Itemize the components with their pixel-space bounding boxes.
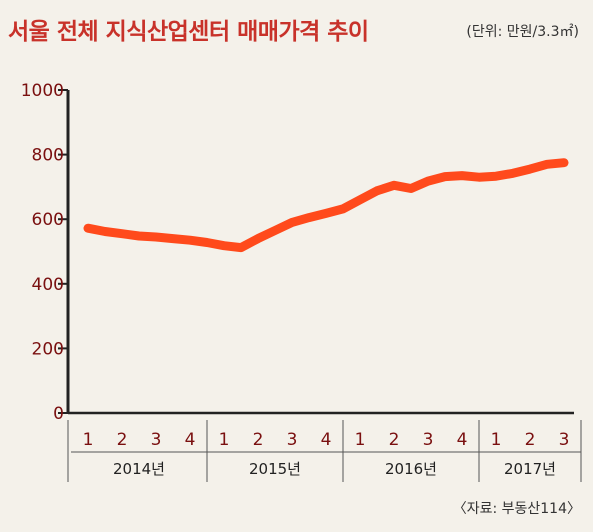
x-tick-label: 3 <box>287 430 298 450</box>
x-tick-label: 2 <box>117 430 128 450</box>
chart-title: 서울 전체 지식산업센터 매매가격 추이 <box>8 19 369 45</box>
x-tick-label: 4 <box>457 430 468 450</box>
x-tick-label: 1 <box>355 430 366 450</box>
year-label: 2015년 <box>249 460 301 478</box>
x-tick-label: 3 <box>151 430 162 450</box>
y-axis: 0 200 400 600 800 1000 <box>21 81 70 424</box>
source-note: 〈자료: 부동산114〉 <box>452 501 581 517</box>
x-tick-label: 3 <box>423 430 434 450</box>
x-tick-label: 4 <box>321 430 332 450</box>
year-label: 2016년 <box>385 460 437 478</box>
year-label: 2017년 <box>504 460 556 478</box>
y-tick-label: 1000 <box>21 81 64 101</box>
x-tick-label: 2 <box>525 430 536 450</box>
year-label: 2014년 <box>113 460 165 478</box>
x-tick-label: 1 <box>219 430 230 450</box>
y-tick-label: 400 <box>32 275 64 295</box>
x-tick-label: 1 <box>83 430 94 450</box>
series-group <box>83 158 569 253</box>
series-line-0 <box>83 158 569 253</box>
x-tick-label: 4 <box>185 430 196 450</box>
y-tick-label: 0 <box>53 404 64 424</box>
y-tick-label: 600 <box>32 210 64 230</box>
y-tick-label: 800 <box>32 146 64 166</box>
x-tick-label: 1 <box>491 430 502 450</box>
x-tick-label: 2 <box>389 430 400 450</box>
unit-label: (단위: 만원/3.3㎡) <box>466 24 579 40</box>
y-tick-label: 200 <box>32 339 64 359</box>
x-tick-label: 2 <box>253 430 264 450</box>
x-tick-label: 3 <box>559 430 570 450</box>
